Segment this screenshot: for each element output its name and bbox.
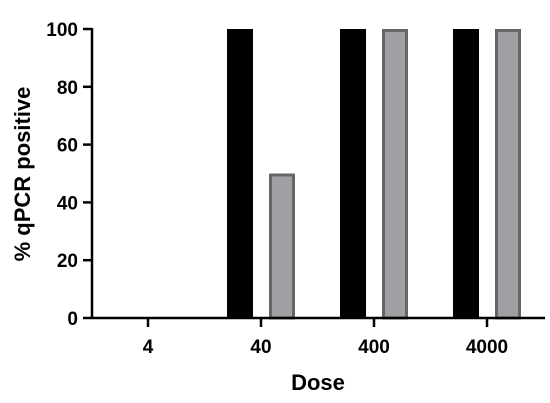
x-tick-label: 400 [358, 337, 390, 358]
bar-series-1-40 [227, 29, 253, 318]
x-axis-title: Dose [291, 370, 345, 395]
y-tick-label: 80 [57, 78, 78, 99]
bar-series-1-4000 [453, 29, 479, 318]
y-tick-label: 100 [46, 20, 78, 41]
x-tick-label: 40 [250, 337, 271, 358]
bars-layer [227, 29, 521, 320]
y-tick-label: 20 [57, 251, 78, 272]
y-tick-label: 60 [57, 136, 78, 157]
y-tick-label: 40 [57, 193, 78, 214]
y-axis-ticks: 0 20 40 60 80 100 [46, 20, 92, 330]
x-tick-label: 4000 [466, 337, 508, 358]
x-axis-ticks: 4 40 400 4000 [143, 318, 508, 358]
bar-series-1-400 [340, 29, 366, 318]
y-tick-label: 0 [67, 309, 78, 330]
x-tick-label: 4 [143, 337, 154, 358]
bar-series-2-400 [382, 29, 408, 320]
bar-series-2-40 [269, 173, 295, 320]
bar-series-2-4000 [495, 29, 521, 320]
y-axis-title: % qPCR positive [10, 87, 35, 262]
